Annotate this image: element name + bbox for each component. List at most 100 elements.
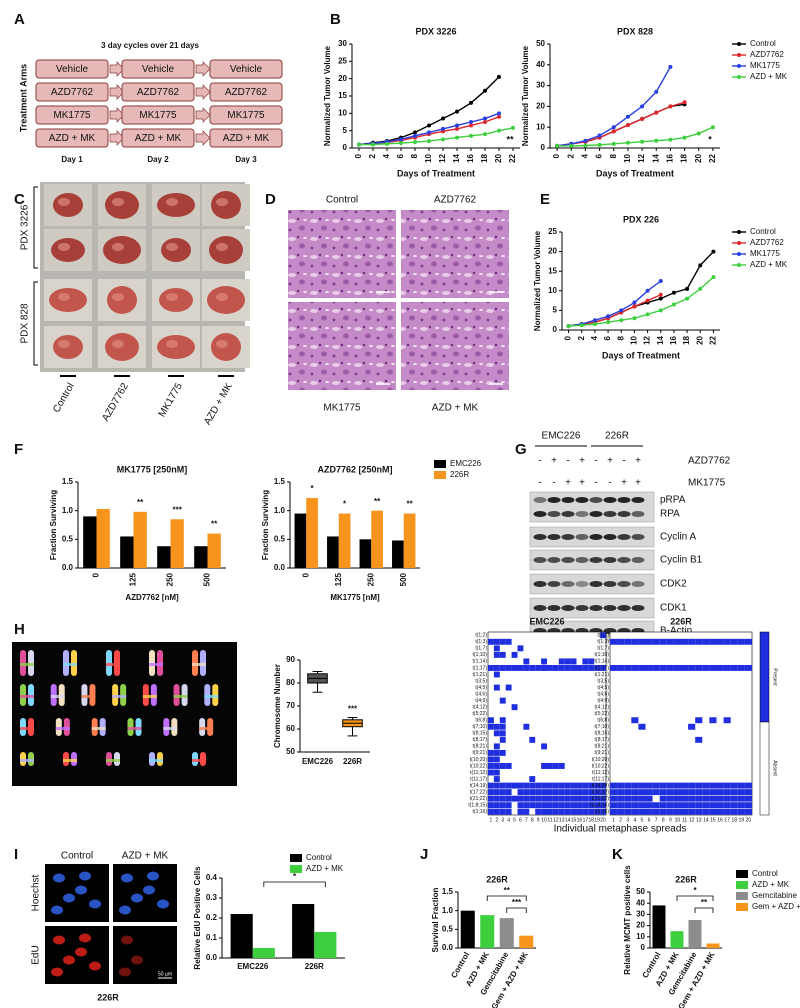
present-cell	[652, 664, 660, 671]
present-cell	[588, 802, 595, 809]
point	[413, 140, 417, 145]
present-cell	[695, 802, 703, 809]
point	[592, 318, 597, 323]
row-label: t(8;21)	[595, 744, 610, 750]
bar	[327, 536, 339, 568]
point	[625, 114, 630, 119]
nucleus	[53, 873, 65, 883]
column-label: 11	[682, 817, 687, 823]
blot-band	[617, 511, 631, 517]
chromosome-band	[20, 695, 34, 698]
present-cell	[576, 795, 583, 802]
column-label: 3	[626, 817, 629, 823]
point	[698, 286, 703, 291]
present-cell	[702, 802, 710, 809]
sign: -	[594, 456, 597, 467]
x-tick-label: 18	[480, 153, 489, 162]
x-tick-label: 18	[682, 335, 691, 344]
present-cell	[499, 782, 506, 789]
legend-label: AZD7762	[750, 50, 784, 59]
present-cell	[493, 776, 500, 783]
blot-band	[603, 581, 617, 587]
present-cell	[709, 802, 717, 809]
blot-band	[631, 605, 645, 611]
point	[583, 138, 588, 143]
x-tick-label: 4	[590, 335, 599, 340]
present-cell	[631, 802, 639, 809]
row-label: t(1;8;15)	[468, 803, 487, 809]
tumor-highlight	[112, 198, 124, 206]
y-axis-label: Normalized Tumor Volume	[521, 45, 530, 146]
present-cell	[541, 658, 547, 665]
present-cell	[610, 664, 618, 671]
sign: -	[622, 456, 625, 467]
point	[658, 308, 663, 313]
y-axis-label: Fraction Surviving	[261, 490, 270, 560]
present-cell	[709, 782, 717, 789]
present-cell	[488, 782, 494, 789]
point	[483, 120, 487, 124]
legend-label: AZD + MK	[750, 72, 788, 81]
chromosome-band	[63, 759, 77, 762]
present-cell	[652, 782, 660, 789]
present-cell	[588, 664, 595, 671]
present-cell	[624, 802, 632, 809]
heatmap-title: 226R	[670, 616, 692, 626]
present-cell	[558, 789, 565, 796]
chromosome-band	[149, 663, 163, 666]
bar	[230, 914, 253, 958]
present-cell	[488, 769, 494, 776]
present-cell	[723, 782, 731, 789]
present-cell	[552, 808, 559, 815]
point	[441, 137, 445, 142]
y-tick-label: 25	[548, 227, 557, 236]
present-cell	[582, 802, 589, 809]
present-cell	[737, 782, 745, 789]
row-label: t(4;5)	[597, 685, 609, 691]
row-label: t(4;9)	[475, 698, 487, 704]
point	[483, 116, 487, 121]
row-label: t(8;21)	[473, 744, 488, 750]
y-tick-label: 10	[536, 122, 545, 131]
blot-band	[589, 511, 603, 517]
row-label: t(1;14)	[595, 659, 610, 665]
chromosome-band	[20, 759, 34, 762]
nucleus	[131, 955, 143, 965]
point	[654, 110, 659, 115]
blot-band	[575, 534, 589, 540]
column-label: 5	[641, 817, 644, 823]
arrow	[109, 107, 125, 123]
arm-box	[35, 105, 109, 125]
y-tick-label: 10	[548, 286, 557, 295]
present-cell	[645, 782, 653, 789]
legend-marker	[737, 64, 741, 68]
bar	[499, 918, 514, 948]
panel-label: I	[14, 846, 18, 863]
legend-marker	[737, 53, 741, 57]
present-cell	[617, 638, 625, 645]
present-cell	[535, 808, 542, 815]
legend-present	[759, 631, 770, 723]
point	[682, 135, 687, 140]
present-cell	[511, 704, 518, 711]
bar	[120, 536, 134, 568]
legend-swatch	[736, 903, 748, 911]
present-cell	[499, 723, 506, 730]
x-tick-label: 12	[637, 153, 646, 162]
present-cell	[570, 789, 577, 796]
legend-swatch	[736, 892, 748, 900]
present-cell	[659, 795, 667, 802]
point	[469, 100, 473, 105]
present-cell	[547, 664, 553, 671]
present-cell	[529, 736, 536, 743]
arm-box	[121, 128, 195, 148]
present-cell	[488, 749, 494, 756]
bar	[652, 905, 666, 948]
row-label: t(4;9)	[597, 698, 609, 704]
present-cell	[666, 664, 674, 671]
point	[583, 143, 588, 148]
point	[413, 130, 417, 135]
present-cell	[558, 763, 565, 769]
column-label: MK1775	[157, 381, 185, 419]
